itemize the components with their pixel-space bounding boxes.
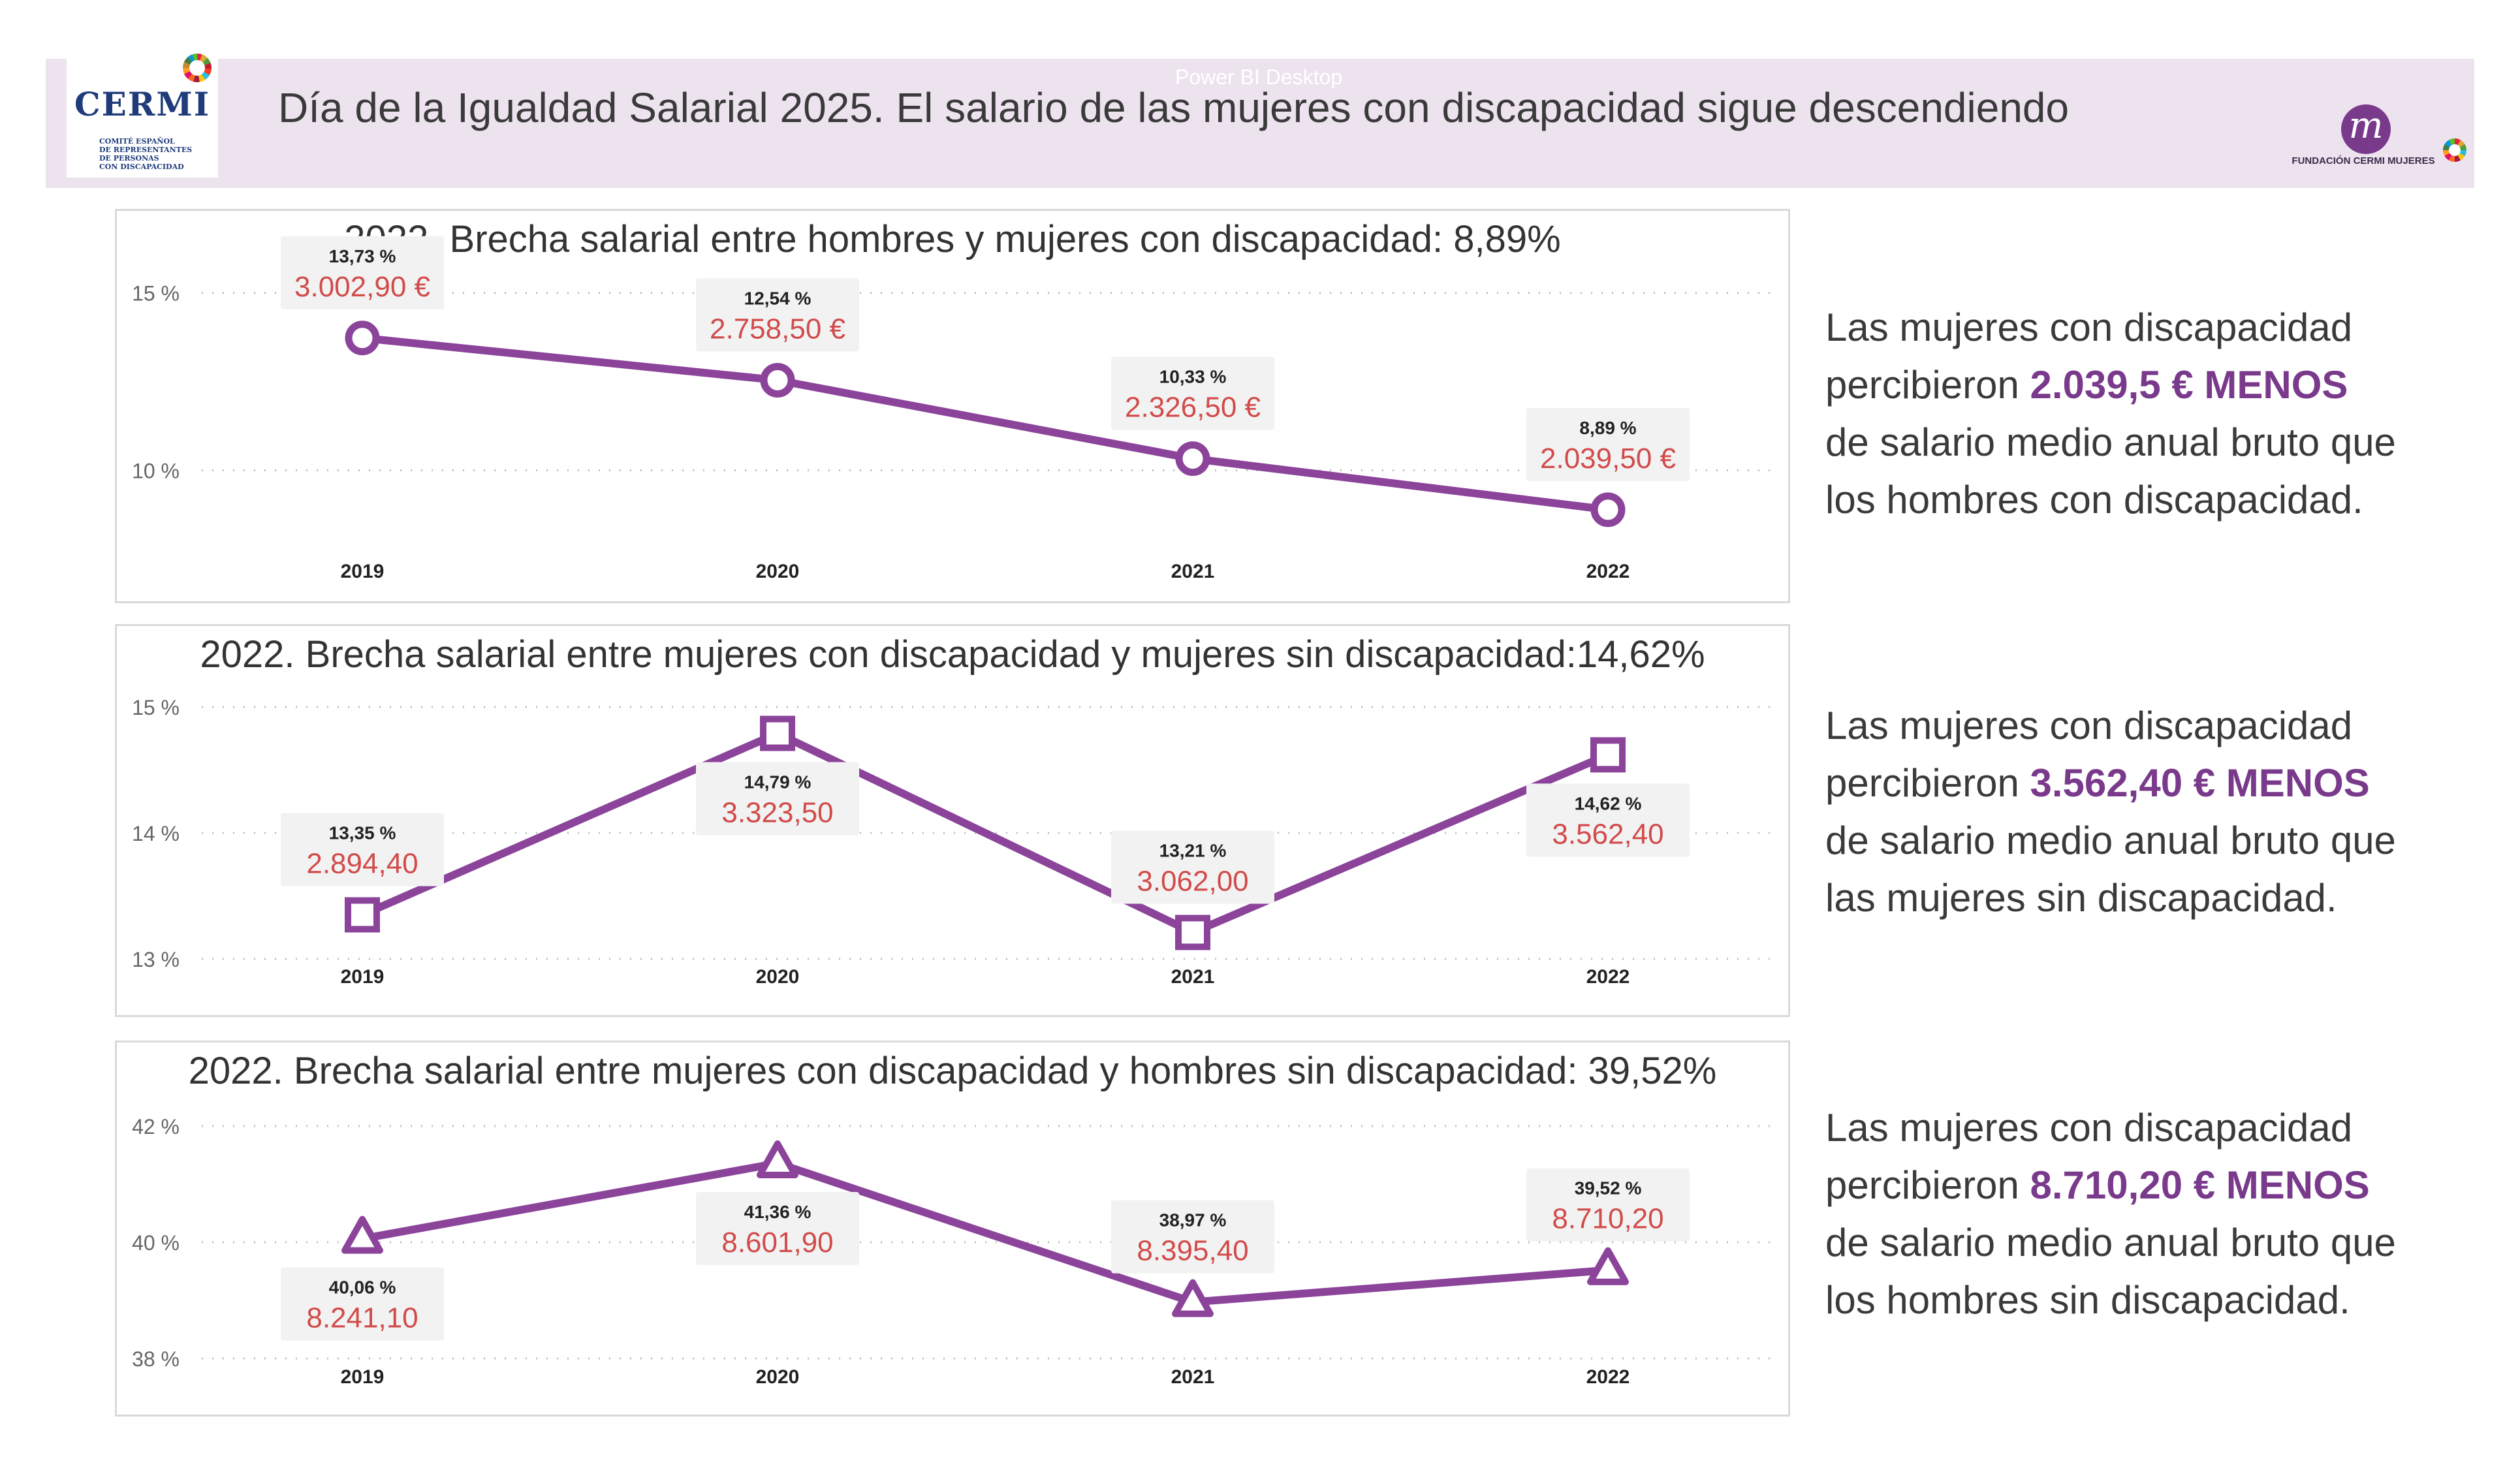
- data-label-percent: 13,73 %: [329, 246, 396, 266]
- x-tick-label: 2020: [756, 966, 800, 988]
- data-label-box: [696, 1191, 859, 1265]
- y-tick-label: 40 %: [132, 1231, 180, 1255]
- y-tick-label: 38 %: [132, 1347, 180, 1371]
- data-label-percent: 14,79 %: [744, 772, 811, 792]
- series-line: [361, 1159, 1609, 1306]
- data-point-marker: [345, 321, 380, 356]
- x-tick-label: 2019: [341, 561, 385, 582]
- chart-panel-men-vs-women-disability: 2022. Brecha salarial entre hombres y mu…: [115, 209, 1790, 603]
- data-label-euro: 3.062,00: [1137, 865, 1248, 897]
- data-point-marker: [760, 715, 795, 751]
- page-title: Día de la Igualdad Salarial 2025. El sal…: [278, 84, 2070, 131]
- y-tick-label: 13 %: [132, 948, 180, 971]
- line-chart-men-vs-women-disability: 10 % 15 % 13,73 % 3.002,90 € 12,54 % 2.758,50…: [132, 236, 1775, 582]
- data-label-euro: 8.601,90: [721, 1227, 833, 1259]
- summary-text-3: Las mujeres con discapacidad percibieron…: [1825, 1106, 2396, 1322]
- x-tick-label: 2022: [1586, 966, 1630, 988]
- summary-text-2: Las mujeres con discapacidad percibieron…: [1825, 704, 2396, 920]
- data-label-euro: 2.326,50 €: [1125, 392, 1261, 424]
- y-tick-label: 42 %: [132, 1115, 180, 1138]
- sdg-wheel-icon: [183, 54, 212, 82]
- data-label-euro: 3.002,90 €: [294, 271, 430, 303]
- chart-panel-women-disability-vs-no-disability: 2022. Brecha salarial entre mujeres con …: [115, 624, 1790, 1017]
- data-label-percent: 39,52 %: [1575, 1178, 1642, 1198]
- data-point-marker: [1590, 492, 1626, 527]
- cermi-logo: CERMI COMITÉ ESPAÑOL DE REPRESENTANTES D…: [67, 54, 218, 178]
- y-tick-label: 15 %: [132, 282, 180, 306]
- chart-title: 2022. Brecha salarial entre hombres y mu…: [344, 218, 1561, 260]
- data-point-marker: [1175, 441, 1210, 477]
- data-label-percent: 40,06 %: [329, 1277, 396, 1298]
- x-tick-label: 2021: [1171, 561, 1215, 582]
- data-label-euro: 8.710,20: [1552, 1203, 1663, 1235]
- summary-text-1: Las mujeres con discapacidad percibieron…: [1825, 306, 2396, 522]
- chart-title: 2022. Brecha salarial entre mujeres con …: [188, 1050, 1717, 1092]
- line-chart-women-disability-vs-men-no-disability: 38 % 40 % 42 % 40,06 % 8.241,10 41,36 % 8.601,…: [132, 1115, 1775, 1388]
- data-point-marker: [1172, 1279, 1214, 1317]
- x-tick-label: 2020: [756, 561, 800, 582]
- data-point-marker: [1175, 915, 1210, 950]
- data-label-box: [696, 278, 859, 352]
- data-label-box: [1111, 356, 1274, 430]
- data-label-percent: 13,35 %: [329, 822, 396, 843]
- data-label-box: [281, 236, 444, 309]
- x-tick-label: 2021: [1171, 1366, 1215, 1388]
- data-point-marker: [760, 362, 795, 398]
- data-label-euro: 2.894,40: [306, 847, 418, 879]
- data-label-box: [281, 1267, 444, 1341]
- data-label-percent: 10,33 %: [1159, 367, 1227, 387]
- data-label-box: [1526, 783, 1690, 857]
- data-label-euro: 2.039,50 €: [1540, 443, 1676, 475]
- data-label-percent: 12,54 %: [744, 288, 811, 308]
- data-point-marker: [757, 1140, 798, 1178]
- series-line: [362, 334, 1609, 514]
- fundacion-logo-mark: m: [2341, 104, 2391, 154]
- data-label-euro: 3.323,50: [721, 797, 833, 829]
- data-point-marker: [1590, 737, 1626, 773]
- data-label-box: [696, 762, 859, 836]
- x-tick-label: 2022: [1586, 1366, 1630, 1388]
- data-point-marker: [341, 1215, 383, 1254]
- cermi-logo-text: CERMI: [74, 85, 211, 123]
- data-label-percent: 8,89 %: [1579, 418, 1636, 438]
- line-chart-women-disability-vs-no-disability: 13 % 14 % 15 % 13,35 % 2.894,40 14,79 % 3.323,…: [132, 696, 1775, 988]
- data-label-euro: 8.241,10: [306, 1302, 418, 1334]
- app-watermark: Power BI Desktop: [1175, 65, 1343, 89]
- data-label-euro: 3.562,40: [1552, 818, 1663, 850]
- summary-highlight: 3.562,40 € MENOS: [2030, 761, 2370, 805]
- fundacion-cermi-mujeres-logo: m FUNDACIÓN CERMI MUJERES: [2278, 98, 2468, 183]
- data-label-box: [1111, 830, 1274, 904]
- data-label-box: [1111, 1200, 1274, 1274]
- x-tick-label: 2019: [341, 1366, 385, 1388]
- series-line: [360, 729, 1610, 937]
- data-label-percent: 38,97 %: [1159, 1210, 1227, 1230]
- x-tick-label: 2019: [341, 966, 385, 988]
- data-point-marker: [1587, 1247, 1629, 1285]
- x-tick-label: 2021: [1171, 966, 1215, 988]
- data-label-euro: 8.395,40: [1137, 1235, 1248, 1267]
- y-tick-label: 14 %: [132, 822, 180, 845]
- data-label-box: [281, 813, 444, 886]
- summary-highlight: 8.710,20 € MENOS: [2030, 1163, 2370, 1207]
- sdg-wheel-icon: [2443, 138, 2466, 162]
- cermi-logo-subtitle: COMITÉ ESPAÑOL DE REPRESENTANTES DE PERS…: [99, 137, 193, 171]
- y-tick-label: 10 %: [132, 460, 180, 483]
- x-tick-label: 2022: [1586, 561, 1630, 582]
- fundacion-logo-name: FUNDACIÓN CERMI MUJERES: [2292, 155, 2435, 166]
- x-tick-label: 2020: [756, 1366, 800, 1388]
- data-label-percent: 14,62 %: [1575, 793, 1642, 813]
- data-label-box: [1526, 1168, 1690, 1242]
- data-label-euro: 2.758,50 €: [710, 313, 845, 345]
- summary-highlight: 2.039,5 € MENOS: [2030, 363, 2348, 407]
- data-label-percent: 41,36 %: [744, 1202, 811, 1222]
- data-label-percent: 13,21 %: [1159, 840, 1227, 860]
- chart-panel-women-disability-vs-men-no-disability: 2022. Brecha salarial entre mujeres con …: [115, 1041, 1790, 1417]
- header-banner: [46, 59, 2474, 188]
- data-label-box: [1526, 407, 1690, 481]
- y-tick-label: 15 %: [132, 696, 180, 719]
- data-point-marker: [345, 897, 380, 933]
- chart-title: 2022. Brecha salarial entre mujeres con …: [200, 633, 1705, 676]
